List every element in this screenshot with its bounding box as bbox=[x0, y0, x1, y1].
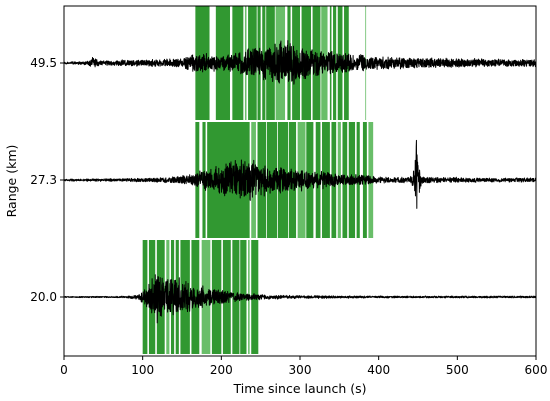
x-tick-label: 200 bbox=[210, 363, 233, 377]
waveform-trace bbox=[64, 40, 536, 85]
detection-window bbox=[262, 6, 266, 120]
y-tick-label: 49.5 bbox=[30, 56, 57, 70]
x-tick-label: 100 bbox=[131, 363, 154, 377]
y-axis-label: Range (km) bbox=[4, 145, 19, 218]
x-tick-label: 600 bbox=[525, 363, 548, 377]
plot-area bbox=[64, 6, 536, 354]
waveform-trace bbox=[64, 139, 536, 209]
y-tick-label: 27.3 bbox=[30, 173, 57, 187]
x-axis-label: Time since launch (s) bbox=[232, 381, 366, 396]
waveform-traces bbox=[64, 40, 536, 324]
waveform-trace bbox=[64, 274, 536, 324]
x-tick-label: 400 bbox=[367, 363, 390, 377]
x-tick-label: 500 bbox=[446, 363, 469, 377]
y-tick-label: 20.0 bbox=[30, 290, 57, 304]
y-axis-ticks: 49.5 27.3 20.0 bbox=[30, 56, 64, 304]
x-axis-ticks: 0 100 200 300 400 500 600 bbox=[60, 356, 547, 377]
x-tick-label: 300 bbox=[289, 363, 312, 377]
detection-window bbox=[191, 240, 200, 354]
x-tick-label: 0 bbox=[60, 363, 68, 377]
